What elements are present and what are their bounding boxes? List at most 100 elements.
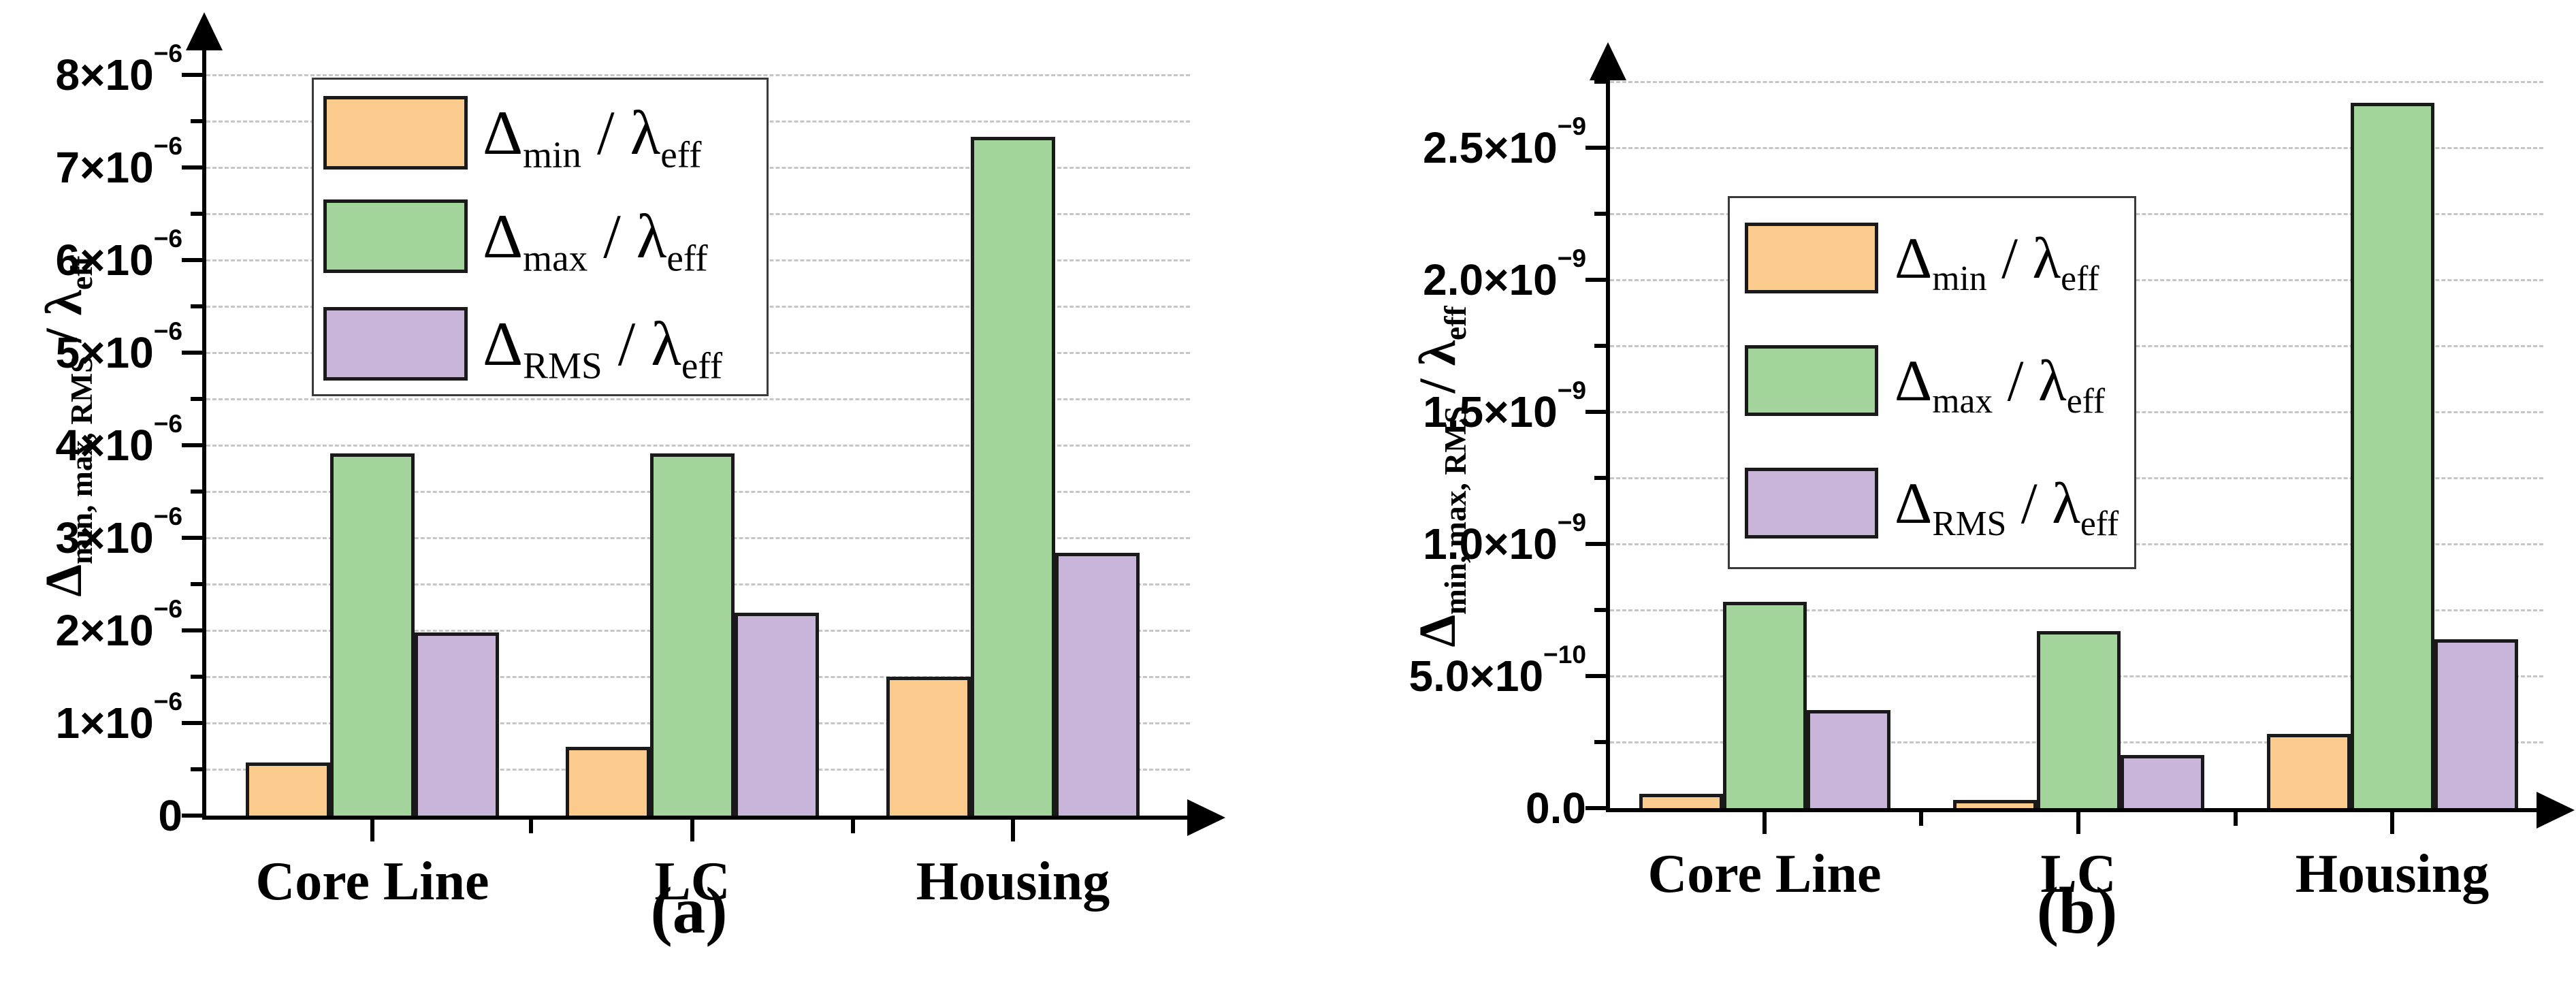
y-axis-title: Δmin, max, RMS / λeff bbox=[16, 18, 112, 835]
y-major-tick bbox=[182, 73, 204, 77]
y-minor-tick bbox=[1594, 344, 1608, 348]
legend-swatch-min bbox=[1745, 223, 1878, 293]
x-label-housing: Housing bbox=[916, 852, 1110, 912]
x-major-tick bbox=[2390, 812, 2394, 834]
legend-swatch-max bbox=[323, 199, 468, 273]
x-major-tick bbox=[370, 820, 374, 841]
x-major-tick bbox=[690, 820, 694, 841]
y-tick-text: 5×10 bbox=[55, 328, 154, 377]
x-label-core-line: Core Line bbox=[1647, 844, 1882, 904]
y-tick-text: 7×10 bbox=[55, 143, 154, 192]
y-minor-tick bbox=[1594, 80, 1608, 84]
x-axis-arrow-icon bbox=[1187, 799, 1225, 836]
bar-core-line-rms bbox=[415, 632, 499, 819]
label-part: eff bbox=[660, 133, 702, 176]
y-axis bbox=[202, 45, 206, 820]
label-part: min, max, RMS bbox=[64, 355, 99, 564]
label-part: min bbox=[1932, 259, 1987, 299]
y-major-tick bbox=[182, 258, 204, 262]
label-part: / λ bbox=[1409, 340, 1466, 406]
label-part: RMS bbox=[523, 344, 602, 387]
y-tick-text: 8×10 bbox=[55, 50, 154, 99]
y-tick-label: 7×10−6 bbox=[0, 133, 182, 195]
y-axis bbox=[1606, 75, 1610, 812]
y-tick-text: 4×10 bbox=[55, 421, 154, 470]
gridline bbox=[206, 74, 1190, 76]
y-tick-label: 1.5×10−9 bbox=[1314, 378, 1586, 439]
label-part: / λ bbox=[581, 98, 661, 167]
gridline bbox=[1610, 609, 2543, 611]
y-tick-label: 5×10−6 bbox=[0, 319, 182, 380]
legend-label-max: Δmax / λeff bbox=[483, 194, 708, 278]
label-part: Δ bbox=[35, 564, 93, 597]
label-part: / λ bbox=[2006, 470, 2080, 536]
label-part: max bbox=[1932, 382, 1993, 421]
bar-housing-rms bbox=[1055, 552, 1140, 819]
x-label-core-line: Core Line bbox=[255, 852, 489, 912]
y-tick-label: 1×10−6 bbox=[0, 689, 182, 750]
y-tick-text: 1×10 bbox=[55, 698, 154, 748]
x-boundary-tick bbox=[2234, 812, 2238, 826]
y-tick-label: 0.0 bbox=[1314, 781, 1586, 835]
label-part: / λ bbox=[602, 309, 681, 379]
y-major-tick bbox=[1585, 278, 1608, 282]
y-minor-tick bbox=[191, 212, 204, 216]
gridline bbox=[1610, 81, 2543, 83]
label-part: Δ bbox=[483, 309, 524, 379]
y-tick-exponent: −10 bbox=[1543, 640, 1586, 669]
legend-label-max: Δmax / λeff bbox=[1895, 338, 2105, 423]
y-minor-tick bbox=[191, 489, 204, 494]
y-major-tick bbox=[1585, 806, 1608, 810]
y-major-tick bbox=[1585, 410, 1608, 414]
y-major-tick bbox=[1585, 542, 1608, 546]
y-tick-text: 2.0×10 bbox=[1423, 255, 1558, 304]
label-part: / λ bbox=[1993, 348, 2067, 413]
y-axis-arrow-icon bbox=[1590, 42, 1626, 80]
bar-lc-max bbox=[2036, 631, 2121, 812]
y-major-tick bbox=[182, 351, 204, 355]
gridline bbox=[206, 445, 1190, 447]
y-tick-exponent: −6 bbox=[153, 687, 182, 716]
y-tick-exponent: −6 bbox=[153, 409, 182, 438]
y-tick-exponent: −9 bbox=[1557, 508, 1586, 537]
legend-swatch-min bbox=[323, 96, 468, 170]
bar-core-line-max bbox=[1722, 602, 1807, 812]
x-major-tick bbox=[1762, 812, 1767, 834]
bar-core-line-min bbox=[246, 762, 330, 819]
label-part: Δ bbox=[1409, 614, 1466, 647]
y-tick-exponent: −6 bbox=[153, 502, 182, 531]
y-tick-label: 8×10−6 bbox=[0, 41, 182, 102]
gridline bbox=[1610, 147, 2543, 149]
x-axis-arrow-icon bbox=[2537, 792, 2575, 829]
y-tick-exponent: −6 bbox=[153, 39, 182, 68]
y-minor-tick bbox=[191, 582, 204, 586]
y-tick-label: 2.5×10−9 bbox=[1314, 114, 1586, 175]
bar-lc-max bbox=[650, 453, 735, 819]
y-tick-exponent: −6 bbox=[153, 317, 182, 346]
y-minor-tick bbox=[1594, 608, 1608, 612]
y-tick-text: 2×10 bbox=[55, 606, 154, 655]
caption-b: (b) bbox=[2036, 874, 2118, 947]
x-major-tick bbox=[1011, 820, 1015, 841]
x-label-housing: Housing bbox=[2295, 844, 2490, 904]
y-tick-text: 5.0×10 bbox=[1408, 652, 1544, 701]
y-tick-text: 2.5×10 bbox=[1423, 123, 1558, 172]
y-tick-label: 5.0×10−10 bbox=[1314, 642, 1586, 703]
x-boundary-tick bbox=[851, 820, 855, 833]
y-tick-text: 0 bbox=[158, 791, 182, 840]
y-tick-text: 1.5×10 bbox=[1423, 387, 1558, 436]
label-part: eff bbox=[2061, 259, 2099, 299]
bar-lc-rms bbox=[2120, 755, 2204, 812]
y-minor-tick bbox=[1594, 212, 1608, 216]
gridline bbox=[206, 398, 1190, 400]
y-minor-tick bbox=[191, 304, 204, 308]
x-axis bbox=[1606, 808, 2545, 812]
bar-housing-min bbox=[886, 677, 971, 819]
legend-swatch-rms bbox=[1745, 468, 1878, 539]
bar-housing-min bbox=[2266, 734, 2351, 812]
legend-swatch-max bbox=[1745, 345, 1878, 416]
label-part: max bbox=[523, 237, 588, 279]
y-tick-exponent: −9 bbox=[1557, 376, 1586, 405]
y-major-tick bbox=[182, 721, 204, 725]
